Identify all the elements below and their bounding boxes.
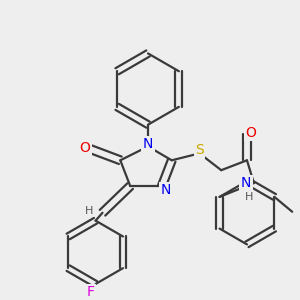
Text: O: O (79, 141, 90, 155)
Text: H: H (245, 192, 253, 202)
Text: S: S (195, 143, 204, 158)
Text: N: N (143, 137, 153, 152)
Text: O: O (245, 126, 256, 140)
Text: H: H (85, 206, 93, 216)
Text: N: N (160, 183, 171, 197)
Text: F: F (87, 285, 94, 299)
Text: N: N (241, 176, 251, 190)
